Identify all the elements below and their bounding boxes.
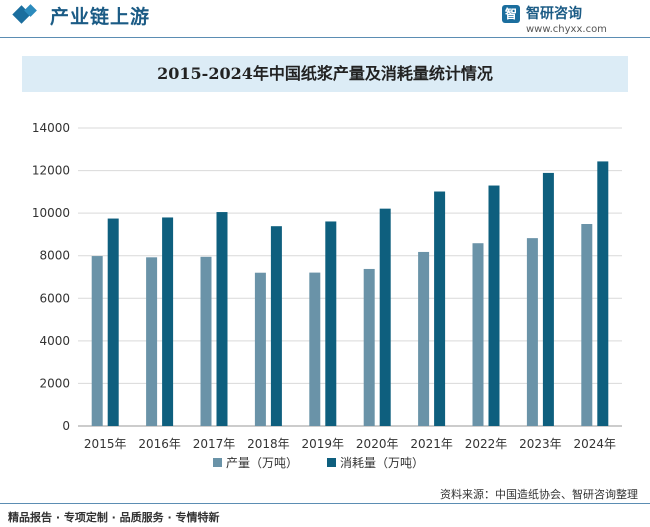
brand-name: 智研咨询 bbox=[526, 6, 582, 22]
bar-production bbox=[363, 268, 375, 426]
bar-production bbox=[146, 257, 158, 426]
footer-tagline: 精品报告 · 专项定制 · 品质服务 · 专情特新 bbox=[8, 511, 220, 524]
legend-label: 消耗量（万吨） bbox=[340, 456, 424, 470]
bar-production bbox=[91, 256, 103, 426]
bar-consumption bbox=[162, 217, 174, 426]
bar-production bbox=[418, 251, 430, 426]
x-tick-label: 2018年 bbox=[247, 437, 290, 451]
legend-swatch bbox=[327, 458, 336, 467]
y-tick-label: 14000 bbox=[32, 121, 70, 135]
bar-production bbox=[472, 243, 484, 426]
y-tick-label: 6000 bbox=[39, 291, 70, 305]
legend-label: 产量（万吨） bbox=[226, 456, 298, 470]
bar-consumption bbox=[379, 208, 391, 426]
bar-production bbox=[200, 256, 212, 426]
x-tick-label: 2024年 bbox=[574, 437, 617, 451]
x-tick-label: 2022年 bbox=[465, 437, 508, 451]
source-note: 资料来源：中国造纸协会、智研咨询整理 bbox=[440, 488, 638, 501]
section-title: 产业链上游 bbox=[50, 6, 151, 28]
y-tick-label: 2000 bbox=[39, 376, 70, 390]
bar-production bbox=[309, 272, 321, 426]
legend-swatch bbox=[213, 458, 222, 467]
page-header: 产业链上游 智 智研咨询 www.chyxx.com bbox=[0, 0, 650, 40]
footer-divider bbox=[0, 503, 650, 504]
y-tick-label: 10000 bbox=[32, 206, 70, 220]
x-tick-label: 2017年 bbox=[193, 437, 236, 451]
bar-production bbox=[526, 238, 538, 426]
y-tick-label: 12000 bbox=[32, 164, 70, 178]
x-tick-label: 2021年 bbox=[410, 437, 453, 451]
x-tick-label: 2023年 bbox=[519, 437, 562, 451]
bar-consumption bbox=[542, 172, 554, 426]
x-tick-label: 2015年 bbox=[84, 437, 127, 451]
x-tick-label: 2020年 bbox=[356, 437, 399, 451]
brand-url: www.chyxx.com bbox=[526, 24, 607, 35]
y-tick-label: 0 bbox=[62, 419, 70, 433]
y-tick-label: 8000 bbox=[39, 249, 70, 263]
bar-consumption bbox=[488, 185, 500, 426]
bar-consumption bbox=[216, 212, 228, 426]
bar-consumption bbox=[597, 161, 609, 426]
bar-production bbox=[254, 272, 266, 426]
brand-logo-icon: 智 bbox=[502, 5, 520, 23]
bar-consumption bbox=[270, 226, 282, 426]
chart-title-bar: 2015-2024年中国纸浆产量及消耗量统计情况 bbox=[22, 56, 628, 92]
y-tick-label: 4000 bbox=[39, 334, 70, 348]
bar-consumption bbox=[107, 218, 119, 426]
bar-production bbox=[581, 223, 593, 426]
chart-title: 2015-2024年中国纸浆产量及消耗量统计情况 bbox=[157, 64, 493, 83]
x-tick-label: 2019年 bbox=[302, 437, 345, 451]
x-tick-label: 2016年 bbox=[138, 437, 181, 451]
bar-consumption bbox=[325, 221, 337, 426]
bar-consumption bbox=[434, 191, 446, 426]
brand: 智 智研咨询 www.chyxx.com bbox=[498, 3, 638, 37]
header-divider bbox=[0, 37, 650, 38]
